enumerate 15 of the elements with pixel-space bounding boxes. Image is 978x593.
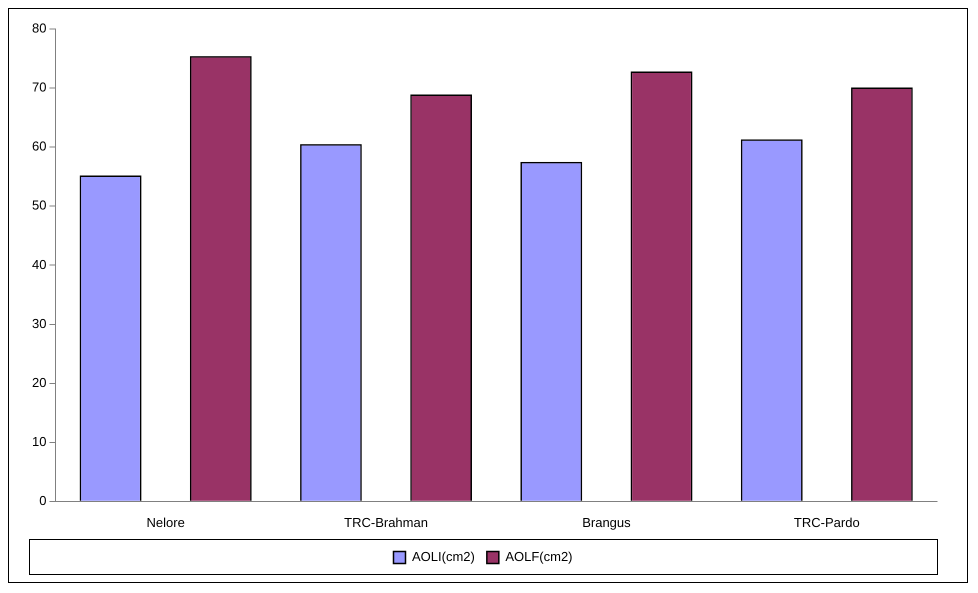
y-tick-label: 70: [32, 80, 46, 95]
y-tick-label: 10: [32, 434, 46, 449]
y-tick-label: 0: [39, 492, 46, 508]
y-tick-label: 80: [32, 20, 46, 36]
legend-label: AOLI(cm2): [412, 549, 475, 564]
x-tick-label: TRC-Brahman: [344, 514, 428, 530]
y-tick-label: 50: [32, 198, 46, 213]
x-tick-label: Nelore: [146, 514, 185, 530]
x-tick-label: Brangus: [582, 514, 632, 530]
y-tick-label: 20: [32, 374, 46, 390]
legend-label: AOLF(cm2): [505, 549, 573, 564]
x-tick-label: TRC-Pardo: [794, 514, 860, 530]
y-tick-label: 60: [32, 138, 46, 154]
y-tick-label: 30: [32, 316, 46, 331]
y-tick-label: 40: [32, 256, 46, 272]
